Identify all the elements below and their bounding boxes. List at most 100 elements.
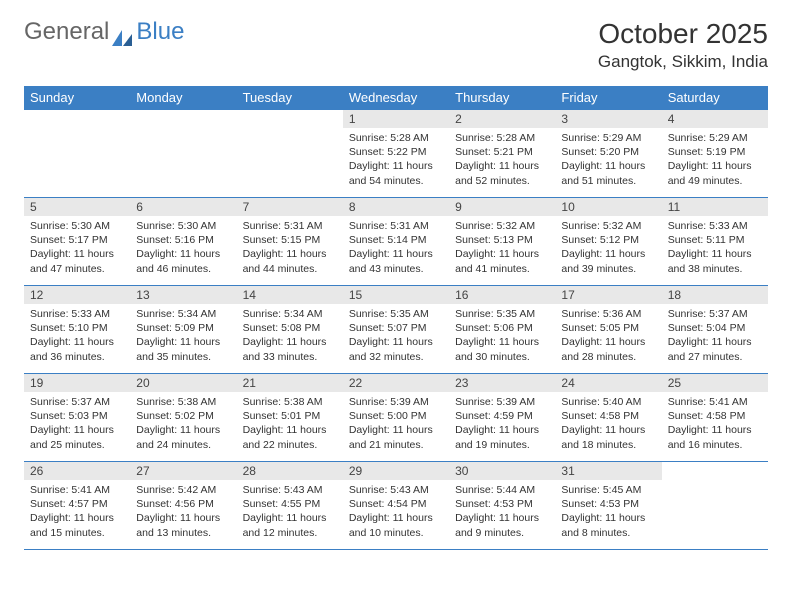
day-number: 3 bbox=[555, 110, 661, 128]
month-title: October 2025 bbox=[598, 18, 768, 50]
day-details: Sunrise: 5:29 AMSunset: 5:20 PMDaylight:… bbox=[555, 128, 661, 191]
day-number: 17 bbox=[555, 286, 661, 304]
logo-text-blue: Blue bbox=[136, 18, 184, 46]
calendar-row: 12Sunrise: 5:33 AMSunset: 5:10 PMDayligh… bbox=[24, 286, 768, 374]
calendar-cell: 11Sunrise: 5:33 AMSunset: 5:11 PMDayligh… bbox=[662, 198, 768, 286]
calendar-cell: 23Sunrise: 5:39 AMSunset: 4:59 PMDayligh… bbox=[449, 374, 555, 462]
calendar-cell: 1Sunrise: 5:28 AMSunset: 5:22 PMDaylight… bbox=[343, 110, 449, 198]
calendar-cell: 12Sunrise: 5:33 AMSunset: 5:10 PMDayligh… bbox=[24, 286, 130, 374]
day-details: Sunrise: 5:44 AMSunset: 4:53 PMDaylight:… bbox=[449, 480, 555, 543]
day-number: 4 bbox=[662, 110, 768, 128]
day-details: Sunrise: 5:39 AMSunset: 5:00 PMDaylight:… bbox=[343, 392, 449, 455]
calendar-cell: 19Sunrise: 5:37 AMSunset: 5:03 PMDayligh… bbox=[24, 374, 130, 462]
calendar-cell: 4Sunrise: 5:29 AMSunset: 5:19 PMDaylight… bbox=[662, 110, 768, 198]
day-number: 24 bbox=[555, 374, 661, 392]
day-number: 11 bbox=[662, 198, 768, 216]
day-number: 27 bbox=[130, 462, 236, 480]
logo: General Blue bbox=[24, 18, 184, 46]
day-details: Sunrise: 5:41 AMSunset: 4:57 PMDaylight:… bbox=[24, 480, 130, 543]
day-number: 25 bbox=[662, 374, 768, 392]
calendar-cell: 20Sunrise: 5:38 AMSunset: 5:02 PMDayligh… bbox=[130, 374, 236, 462]
day-details: Sunrise: 5:34 AMSunset: 5:08 PMDaylight:… bbox=[237, 304, 343, 367]
calendar-cell: .. bbox=[24, 110, 130, 198]
day-number: 28 bbox=[237, 462, 343, 480]
day-details: Sunrise: 5:33 AMSunset: 5:11 PMDaylight:… bbox=[662, 216, 768, 279]
day-details: Sunrise: 5:38 AMSunset: 5:01 PMDaylight:… bbox=[237, 392, 343, 455]
calendar-row: ......1Sunrise: 5:28 AMSunset: 5:22 PMDa… bbox=[24, 110, 768, 198]
calendar-page: General Blue October 2025 Gangtok, Sikki… bbox=[0, 0, 792, 568]
weekday-header: Thursday bbox=[449, 86, 555, 110]
calendar-header-row: SundayMondayTuesdayWednesdayThursdayFrid… bbox=[24, 86, 768, 110]
header: General Blue October 2025 Gangtok, Sikki… bbox=[24, 18, 768, 72]
day-details: Sunrise: 5:31 AMSunset: 5:15 PMDaylight:… bbox=[237, 216, 343, 279]
calendar-cell: 13Sunrise: 5:34 AMSunset: 5:09 PMDayligh… bbox=[130, 286, 236, 374]
logo-text-general: General bbox=[24, 18, 109, 46]
day-details: Sunrise: 5:43 AMSunset: 4:55 PMDaylight:… bbox=[237, 480, 343, 543]
day-number: 30 bbox=[449, 462, 555, 480]
calendar-cell: 21Sunrise: 5:38 AMSunset: 5:01 PMDayligh… bbox=[237, 374, 343, 462]
calendar-cell: .. bbox=[130, 110, 236, 198]
day-details: Sunrise: 5:32 AMSunset: 5:12 PMDaylight:… bbox=[555, 216, 661, 279]
day-number: 10 bbox=[555, 198, 661, 216]
day-number: 18 bbox=[662, 286, 768, 304]
day-number: 14 bbox=[237, 286, 343, 304]
day-details: Sunrise: 5:34 AMSunset: 5:09 PMDaylight:… bbox=[130, 304, 236, 367]
day-number: 21 bbox=[237, 374, 343, 392]
day-number: 26 bbox=[24, 462, 130, 480]
calendar-cell: 10Sunrise: 5:32 AMSunset: 5:12 PMDayligh… bbox=[555, 198, 661, 286]
calendar-cell: .. bbox=[662, 462, 768, 550]
calendar-row: 19Sunrise: 5:37 AMSunset: 5:03 PMDayligh… bbox=[24, 374, 768, 462]
calendar-cell: 26Sunrise: 5:41 AMSunset: 4:57 PMDayligh… bbox=[24, 462, 130, 550]
calendar-cell: 3Sunrise: 5:29 AMSunset: 5:20 PMDaylight… bbox=[555, 110, 661, 198]
calendar-cell: 22Sunrise: 5:39 AMSunset: 5:00 PMDayligh… bbox=[343, 374, 449, 462]
calendar-cell: 9Sunrise: 5:32 AMSunset: 5:13 PMDaylight… bbox=[449, 198, 555, 286]
calendar-table: SundayMondayTuesdayWednesdayThursdayFrid… bbox=[24, 86, 768, 550]
calendar-body: ......1Sunrise: 5:28 AMSunset: 5:22 PMDa… bbox=[24, 110, 768, 550]
day-number: 9 bbox=[449, 198, 555, 216]
weekday-header: Saturday bbox=[662, 86, 768, 110]
calendar-cell: 18Sunrise: 5:37 AMSunset: 5:04 PMDayligh… bbox=[662, 286, 768, 374]
day-number: 22 bbox=[343, 374, 449, 392]
day-details: Sunrise: 5:41 AMSunset: 4:58 PMDaylight:… bbox=[662, 392, 768, 455]
day-number: 5 bbox=[24, 198, 130, 216]
calendar-cell: 30Sunrise: 5:44 AMSunset: 4:53 PMDayligh… bbox=[449, 462, 555, 550]
day-details: Sunrise: 5:31 AMSunset: 5:14 PMDaylight:… bbox=[343, 216, 449, 279]
weekday-header: Wednesday bbox=[343, 86, 449, 110]
calendar-cell: 16Sunrise: 5:35 AMSunset: 5:06 PMDayligh… bbox=[449, 286, 555, 374]
day-number: 20 bbox=[130, 374, 236, 392]
day-details: Sunrise: 5:38 AMSunset: 5:02 PMDaylight:… bbox=[130, 392, 236, 455]
day-details: Sunrise: 5:35 AMSunset: 5:06 PMDaylight:… bbox=[449, 304, 555, 367]
calendar-cell: 14Sunrise: 5:34 AMSunset: 5:08 PMDayligh… bbox=[237, 286, 343, 374]
location: Gangtok, Sikkim, India bbox=[598, 52, 768, 72]
day-details: Sunrise: 5:40 AMSunset: 4:58 PMDaylight:… bbox=[555, 392, 661, 455]
calendar-cell: 7Sunrise: 5:31 AMSunset: 5:15 PMDaylight… bbox=[237, 198, 343, 286]
calendar-cell: 27Sunrise: 5:42 AMSunset: 4:56 PMDayligh… bbox=[130, 462, 236, 550]
day-number: 13 bbox=[130, 286, 236, 304]
day-number: 6 bbox=[130, 198, 236, 216]
calendar-cell: 24Sunrise: 5:40 AMSunset: 4:58 PMDayligh… bbox=[555, 374, 661, 462]
calendar-cell: 31Sunrise: 5:45 AMSunset: 4:53 PMDayligh… bbox=[555, 462, 661, 550]
day-number: 31 bbox=[555, 462, 661, 480]
day-details: Sunrise: 5:30 AMSunset: 5:16 PMDaylight:… bbox=[130, 216, 236, 279]
day-details: Sunrise: 5:45 AMSunset: 4:53 PMDaylight:… bbox=[555, 480, 661, 543]
day-number: 23 bbox=[449, 374, 555, 392]
day-details: Sunrise: 5:37 AMSunset: 5:04 PMDaylight:… bbox=[662, 304, 768, 367]
day-details: Sunrise: 5:36 AMSunset: 5:05 PMDaylight:… bbox=[555, 304, 661, 367]
day-number: 29 bbox=[343, 462, 449, 480]
calendar-cell: 8Sunrise: 5:31 AMSunset: 5:14 PMDaylight… bbox=[343, 198, 449, 286]
day-details: Sunrise: 5:43 AMSunset: 4:54 PMDaylight:… bbox=[343, 480, 449, 543]
calendar-cell: 25Sunrise: 5:41 AMSunset: 4:58 PMDayligh… bbox=[662, 374, 768, 462]
weekday-header: Sunday bbox=[24, 86, 130, 110]
day-details: Sunrise: 5:28 AMSunset: 5:22 PMDaylight:… bbox=[343, 128, 449, 191]
day-number: 1 bbox=[343, 110, 449, 128]
calendar-cell: 5Sunrise: 5:30 AMSunset: 5:17 PMDaylight… bbox=[24, 198, 130, 286]
day-details: Sunrise: 5:32 AMSunset: 5:13 PMDaylight:… bbox=[449, 216, 555, 279]
day-details: Sunrise: 5:28 AMSunset: 5:21 PMDaylight:… bbox=[449, 128, 555, 191]
calendar-cell: 17Sunrise: 5:36 AMSunset: 5:05 PMDayligh… bbox=[555, 286, 661, 374]
day-details: Sunrise: 5:37 AMSunset: 5:03 PMDaylight:… bbox=[24, 392, 130, 455]
calendar-cell: .. bbox=[237, 110, 343, 198]
day-number: 19 bbox=[24, 374, 130, 392]
title-block: October 2025 Gangtok, Sikkim, India bbox=[598, 18, 768, 72]
calendar-row: 5Sunrise: 5:30 AMSunset: 5:17 PMDaylight… bbox=[24, 198, 768, 286]
day-number: 7 bbox=[237, 198, 343, 216]
